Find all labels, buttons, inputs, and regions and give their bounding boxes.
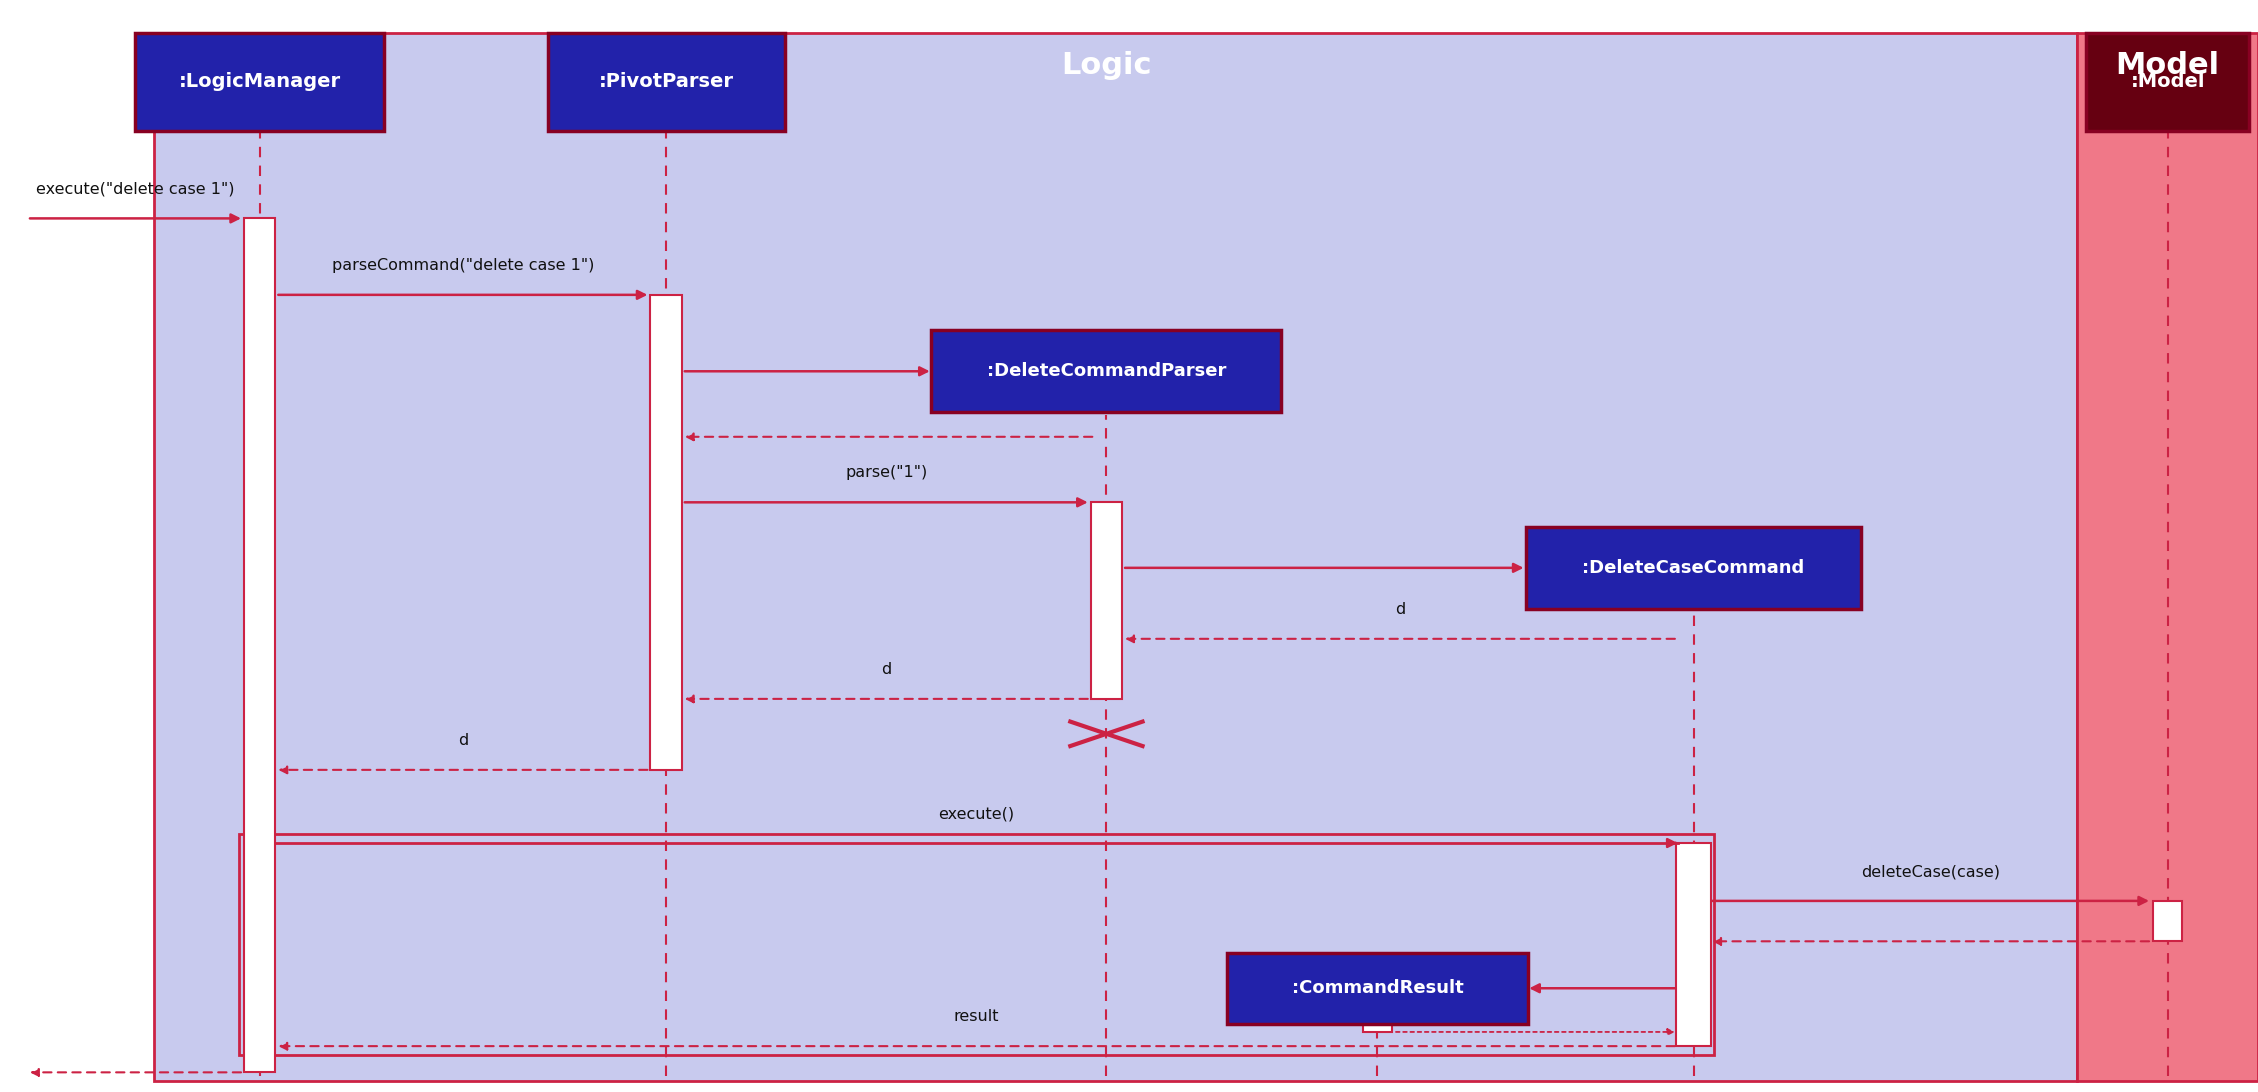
FancyBboxPatch shape: [546, 33, 786, 131]
Text: :DeleteCaseCommand: :DeleteCaseCommand: [1583, 559, 1804, 577]
FancyBboxPatch shape: [2154, 901, 2181, 941]
FancyBboxPatch shape: [2086, 33, 2249, 131]
Text: :LogicManager: :LogicManager: [178, 72, 341, 92]
FancyBboxPatch shape: [1364, 1024, 1391, 1032]
Text: :DeleteCommandParser: :DeleteCommandParser: [987, 363, 1226, 380]
Text: :Model: :Model: [2132, 72, 2204, 92]
Text: result: result: [953, 1009, 1000, 1024]
Text: d: d: [1395, 602, 1404, 617]
FancyBboxPatch shape: [930, 330, 1283, 412]
Text: deleteCase(case): deleteCase(case): [1861, 864, 2001, 879]
Text: Logic: Logic: [1061, 51, 1152, 80]
FancyBboxPatch shape: [1228, 952, 1526, 1024]
Text: execute(): execute(): [939, 806, 1014, 821]
Text: :PivotParser: :PivotParser: [598, 72, 734, 92]
Text: d: d: [881, 662, 892, 677]
FancyBboxPatch shape: [1091, 502, 1122, 699]
FancyBboxPatch shape: [1526, 527, 1861, 609]
FancyBboxPatch shape: [650, 295, 682, 770]
Text: d: d: [458, 733, 467, 748]
FancyBboxPatch shape: [1675, 843, 1712, 1046]
Text: parseCommand("delete case 1"): parseCommand("delete case 1"): [332, 258, 594, 273]
Text: parse("1"): parse("1"): [844, 465, 928, 480]
FancyBboxPatch shape: [244, 218, 275, 1072]
FancyBboxPatch shape: [154, 33, 2077, 1081]
Text: :CommandResult: :CommandResult: [1292, 980, 1463, 997]
FancyBboxPatch shape: [2077, 33, 2258, 1081]
Text: Model: Model: [2116, 51, 2220, 80]
Text: execute("delete case 1"): execute("delete case 1"): [36, 181, 235, 197]
FancyBboxPatch shape: [135, 33, 384, 131]
